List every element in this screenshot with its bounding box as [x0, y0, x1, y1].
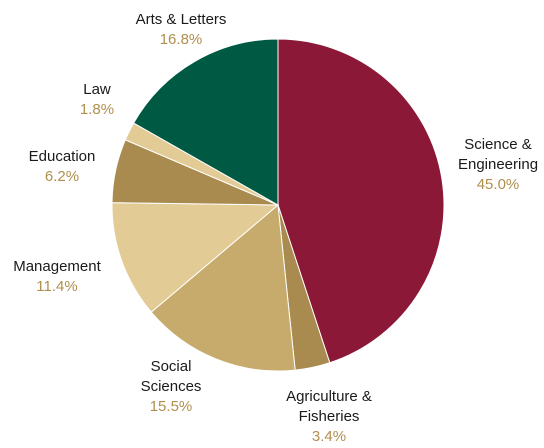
slice-percent-education: 6.2%: [45, 168, 79, 185]
slice-percent-science-engineering: 45.0%: [477, 176, 520, 193]
pie-slice-social-sciences: [150, 204, 296, 372]
slice-label-social-sciences: Social Sciences 15.5%: [141, 358, 202, 415]
slice-label-agriculture-fisheries: Agriculture & Fisheries 3.4%: [286, 388, 372, 445]
slice-label-education: Education 6.2%: [29, 148, 96, 185]
pie-slices: [111, 38, 445, 372]
slice-percent-law: 1.8%: [80, 101, 114, 118]
slice-name-law-line-1: Law: [83, 81, 111, 98]
slice-label-science-engineering: Science & Engineering 45.0%: [458, 136, 538, 193]
pie-slice-science-engineering: [277, 38, 445, 364]
slice-name-education-line-1: Education: [29, 148, 96, 165]
slice-name-science-engineering-line-2: Engineering: [458, 156, 538, 173]
pie-slice-arts-letters: [132, 38, 279, 206]
slice-name-social-sciences-line-2: Sciences: [141, 378, 202, 395]
pie-slice-management: [111, 202, 280, 313]
slice-percent-arts-letters: 16.8%: [160, 31, 203, 48]
slice-percent-management: 11.4%: [36, 278, 77, 295]
slice-name-agriculture-fisheries-line-1: Agriculture &: [286, 388, 372, 405]
slice-name-management-line-1: Management: [13, 258, 101, 275]
slice-label-arts-letters: Arts & Letters 16.8%: [136, 11, 227, 48]
slice-label-law: Law 1.8%: [80, 81, 114, 118]
slice-name-science-engineering-line-1: Science &: [464, 136, 532, 153]
slice-name-social-sciences-line-1: Social: [151, 358, 192, 375]
pie-labels: Science & Engineering 45.0% Agriculture & Fi…: [13, 11, 538, 445]
slice-label-management: Management 11.4%: [13, 258, 101, 295]
slice-name-arts-letters-line-1: Arts & Letters: [136, 11, 227, 28]
slice-percent-agriculture-fisheries: 3.4%: [312, 428, 346, 445]
slice-name-agriculture-fisheries-line-2: Fisheries: [299, 408, 360, 425]
slice-percent-social-sciences: 15.5%: [150, 398, 193, 415]
